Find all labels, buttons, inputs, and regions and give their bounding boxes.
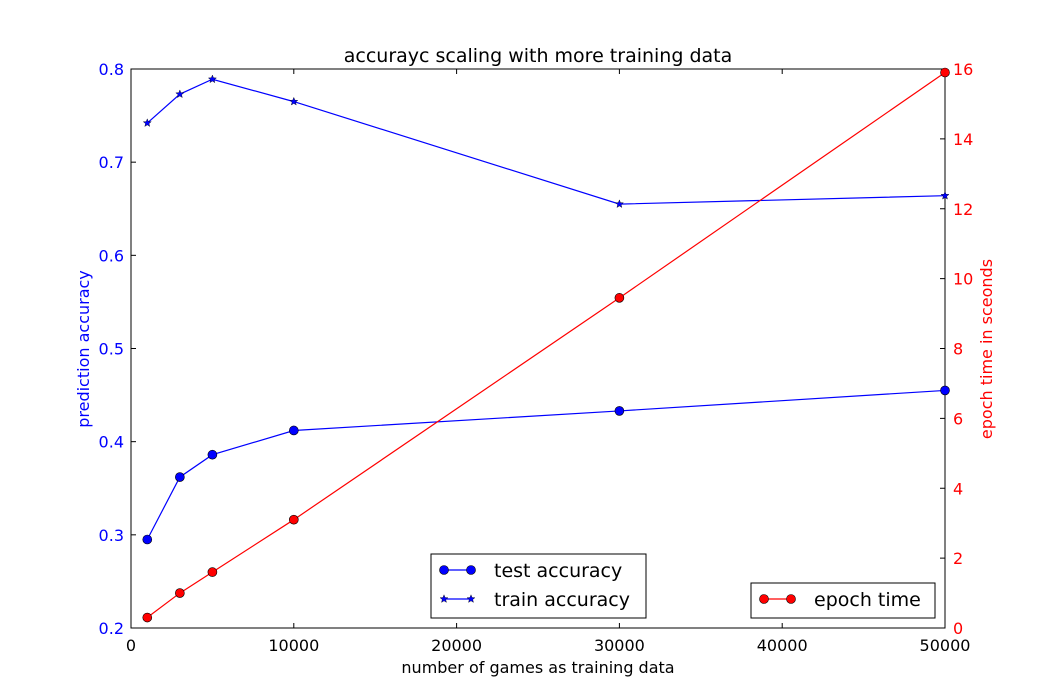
data-point-epoch-time	[288, 514, 299, 525]
legend-epoch-frame	[750, 582, 936, 619]
y-axis-left-label: prediction accuracy	[74, 270, 93, 428]
y-right-tick-label: 10	[953, 270, 973, 289]
y-axis-right-label: epoch time in sceonds	[977, 259, 996, 439]
data-point-epoch-time	[614, 293, 625, 303]
legend-train-accuracy-label: train accuracy	[494, 589, 630, 611]
y-left-tick-label: 0.3	[99, 526, 124, 545]
data-point-test-accuracy	[614, 406, 625, 416]
x-axis-label: number of games as training data	[401, 658, 674, 677]
data-point-train-accuracy	[175, 89, 185, 98]
y-right-tick-label: 8	[953, 340, 963, 359]
data-point-test-accuracy	[207, 449, 218, 460]
legend-epoch: epoch time	[750, 582, 936, 619]
data-point-test-accuracy	[940, 385, 950, 396]
data-point-test-accuracy	[175, 472, 185, 482]
y-left-tick-label: 0.7	[99, 153, 124, 172]
data-point-epoch-time	[175, 588, 185, 598]
x-tick-label: 20000	[431, 636, 482, 655]
legend-epoch-time-label: epoch time	[814, 589, 921, 611]
series-line-test-accuracy	[146, 389, 946, 540]
x-tick-label: 50000	[920, 636, 971, 655]
axes-ticks: 0 10000 20000 30000 40000 50000 0.2 0.3 0.4 0.5 0.…	[99, 60, 974, 655]
legend-train-accuracy-marker-2	[466, 594, 476, 603]
legend-epoch-time-marker-1	[759, 594, 769, 604]
y-right-tick-label: 0	[953, 619, 963, 638]
plot-area	[130, 68, 946, 629]
y-right-tick-label: 14	[953, 130, 973, 149]
series-line-epoch-time	[146, 71, 946, 618]
y-left-tick-label: 0.4	[99, 433, 124, 452]
legend-accuracy: test accuracy train accuracy	[430, 553, 647, 619]
data-point-train-accuracy	[940, 190, 950, 200]
data-point-test-accuracy	[288, 425, 299, 436]
x-tick-label: 30000	[594, 636, 645, 655]
data-point-test-accuracy	[142, 534, 153, 545]
chart-title: accurayc scaling with more training data	[344, 45, 733, 67]
y-left-tick-label: 0.2	[99, 619, 124, 638]
y-right-tick-label: 6	[953, 409, 963, 428]
legend-epoch-time-marker-2	[786, 594, 796, 604]
x-tick-label: 40000	[757, 636, 808, 655]
y-left-tick-label: 0.6	[99, 246, 124, 265]
data-point-epoch-time	[142, 612, 153, 623]
legend-test-accuracy-marker-2	[466, 565, 476, 575]
data-point-epoch-time	[207, 567, 218, 577]
series-layer	[142, 67, 950, 623]
y-left-tick-label: 0.8	[99, 60, 124, 79]
legend-accuracy-frame	[430, 553, 647, 619]
data-point-train-accuracy	[207, 74, 217, 84]
y-right-tick-label: 2	[953, 549, 963, 568]
x-tick-label: 0	[126, 636, 136, 655]
x-tick-label: 10000	[268, 636, 319, 655]
data-point-train-accuracy	[614, 199, 624, 208]
series-line-train-accuracy	[146, 78, 946, 205]
data-point-epoch-time	[940, 67, 950, 78]
data-point-train-accuracy	[142, 118, 152, 127]
y-right-tick-label: 12	[953, 200, 973, 219]
data-point-train-accuracy	[289, 96, 299, 106]
legend-test-accuracy-marker-1	[439, 565, 449, 575]
y-left-tick-label: 0.5	[99, 340, 124, 359]
y-right-tick-label: 4	[953, 479, 963, 498]
legend-train-accuracy-marker-1	[439, 594, 449, 603]
y-right-tick-label: 16	[953, 60, 973, 79]
legend-test-accuracy-label: test accuracy	[494, 560, 622, 582]
